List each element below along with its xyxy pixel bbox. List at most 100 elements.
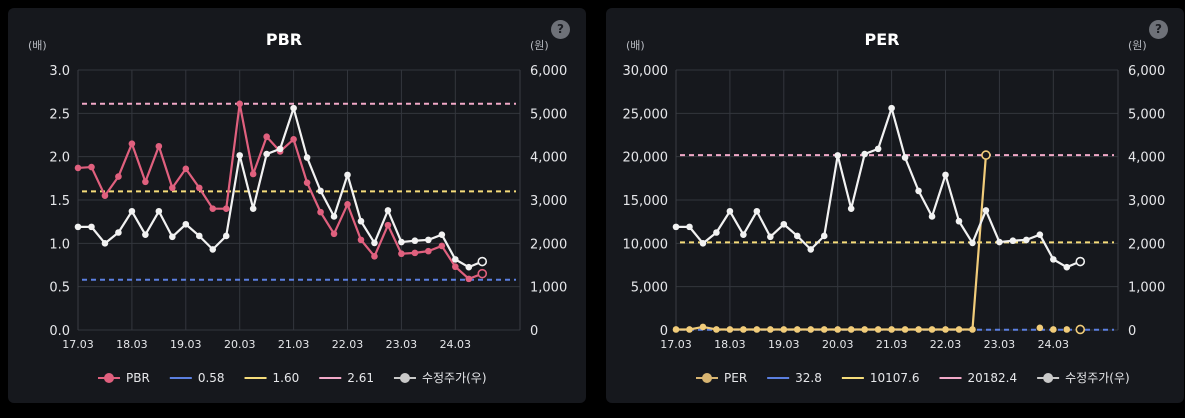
data-point-pbr: [236, 100, 244, 108]
data-point-item: [928, 213, 936, 220]
help-icon[interactable]: ?: [551, 20, 570, 39]
data-point-per: [793, 326, 801, 333]
right-axis-unit: (원): [530, 39, 549, 52]
x-tick-label: 17.03: [660, 338, 692, 351]
y-tick-label: 30,000: [623, 64, 669, 79]
y2-tick-label: 1,000: [1128, 281, 1165, 296]
data-point-item: [753, 207, 761, 215]
data-point-pbr: [115, 173, 122, 180]
x-tick-label: 21.03: [876, 338, 908, 351]
per-chart-panel: ? PER (배) (원) 0 0 5,000 1,000 10,000 2,000 15,000…: [606, 8, 1184, 403]
data-point-per: [807, 326, 815, 333]
y2-tick-label: 6,000: [530, 64, 567, 79]
data-point-pbr: [169, 184, 176, 192]
legend-item-item: 수정주가(우): [393, 371, 487, 385]
data-point-pbr: [263, 133, 270, 141]
data-point-item: [767, 233, 774, 241]
data-point-pbr: [384, 221, 392, 229]
data-point-per: [672, 326, 680, 333]
data-point-item: [477, 256, 488, 267]
chart-title: PER: [865, 30, 900, 49]
legend-item-32-8: 32.8: [767, 371, 822, 385]
data-point-item: [699, 240, 707, 247]
data-point-item: [780, 220, 788, 228]
per-chart: PER (배) (원) 0 0 5,000 1,000 10,000 2,000 15,000 3,…: [623, 30, 1166, 385]
data-point-item: [874, 145, 882, 153]
legend-label: PBR: [126, 371, 150, 385]
data-point-per: [767, 326, 774, 333]
data-point-pbr: [411, 249, 419, 257]
data-point-item: [888, 104, 895, 112]
y-tick-label: 2.5: [49, 107, 70, 122]
legend-label: PER: [724, 371, 747, 385]
x-tick-label: 21.03: [278, 338, 310, 351]
data-point-per: [820, 326, 828, 333]
legend-label: 수정주가(우): [422, 371, 487, 385]
y-tick-label: 20,000: [623, 151, 669, 166]
legend-item-2-61: 2.61: [319, 371, 374, 385]
y2-tick-label: 5,000: [530, 107, 567, 122]
data-point-pbr: [477, 268, 488, 279]
data-point-item: [672, 223, 680, 231]
data-point-item: [740, 231, 747, 238]
legend-swatch-dot: [104, 373, 114, 383]
y2-tick-label: 6,000: [1128, 64, 1165, 79]
legend-label: 10107.6: [870, 371, 920, 385]
y2-tick-label: 0: [1128, 324, 1136, 339]
data-point-item: [290, 104, 297, 112]
y-tick-label: 25,000: [623, 107, 669, 122]
data-point-item: [915, 187, 922, 195]
data-point-item: [182, 220, 190, 228]
data-point-item: [411, 237, 419, 245]
data-point-per: [861, 326, 868, 333]
legend-item-0-58: 0.58: [169, 371, 225, 385]
x-tick-label: 23.03: [984, 338, 1016, 351]
data-point-item: [344, 171, 351, 179]
x-tick-label: 22.03: [930, 338, 962, 351]
legend: PBR 0.58 1.60 2.61 수정주가(우): [98, 371, 487, 385]
data-point-item: [996, 238, 1003, 246]
data-point-per: [942, 326, 949, 333]
data-point-item: [169, 233, 176, 241]
data-point-item: [834, 152, 842, 159]
data-point-item: [807, 246, 815, 253]
legend-label: 수정주가(우): [1065, 371, 1130, 385]
y-tick-label: 10,000: [623, 237, 669, 252]
data-point-item: [901, 154, 909, 161]
x-tick-label: 24.03: [1038, 338, 1070, 351]
data-point-item: [276, 145, 284, 153]
data-point-per: [955, 326, 963, 333]
data-point-item: [425, 236, 432, 244]
data-point-pbr: [249, 170, 257, 178]
legend-label: 32.8: [795, 371, 822, 385]
left-axis-unit: (배): [28, 39, 47, 52]
data-point-per: [847, 326, 855, 333]
help-icon[interactable]: ?: [1149, 20, 1168, 39]
legend-item-item: 수정주가(우): [1037, 371, 1130, 385]
pbr-chart: PBR (배) (원) 0.0 0 0.5 1,000 1.0 2,000 1.5 3,000 2.0…: [28, 30, 567, 385]
left-axis-unit: (배): [626, 39, 645, 52]
y2-tick-label: 0: [530, 324, 538, 339]
data-point-pbr: [330, 230, 338, 238]
data-point-pbr: [357, 236, 365, 244]
data-point-item: [847, 205, 855, 212]
x-tick-label: 23.03: [386, 338, 418, 351]
data-point-per: [713, 326, 720, 333]
data-point-pbr: [398, 250, 405, 258]
data-point-item: [1075, 256, 1086, 267]
y2-tick-label: 2,000: [1128, 237, 1165, 252]
data-point-item: [249, 205, 257, 212]
x-tick-label: 20.03: [224, 338, 256, 351]
x-tick-label: 19.03: [170, 338, 202, 351]
data-point-per: [928, 326, 936, 333]
data-point-item: [209, 246, 217, 253]
legend-item-1-60: 1.60: [244, 371, 299, 385]
data-point-per: [874, 326, 882, 333]
data-point-pbr: [155, 142, 163, 150]
y-tick-label: 5,000: [631, 281, 668, 296]
data-point-item: [1063, 263, 1071, 271]
data-point-item: [969, 239, 976, 247]
data-point-pbr: [88, 163, 95, 171]
y-tick-label: 0.0: [49, 324, 70, 339]
data-point-item: [88, 223, 95, 231]
